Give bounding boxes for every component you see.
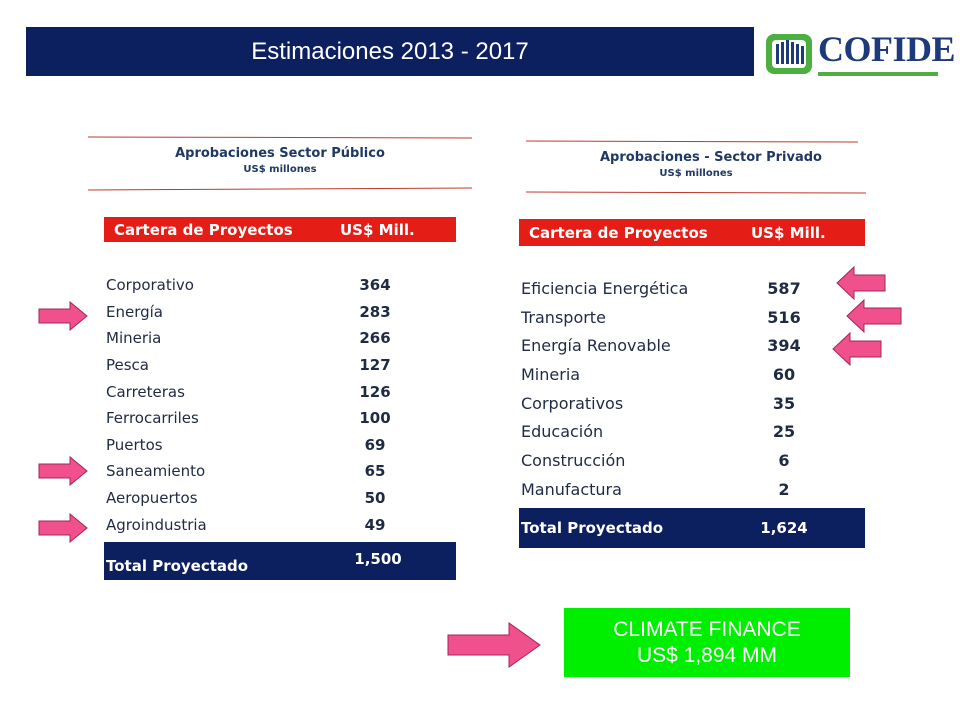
public-row-label: Puertos — [106, 435, 163, 454]
private-row-label: Energía Renovable — [521, 336, 671, 356]
cofide-logo: COFIDE — [764, 26, 956, 82]
public-row-value: 126 — [359, 382, 391, 401]
private-row-value: 60 — [772, 364, 796, 384]
private-row-label: Manufactura — [521, 479, 622, 499]
private-total-label: Total Proyectado — [521, 518, 664, 537]
public-table-row: Ferrocarriles 100 — [104, 405, 456, 432]
private-row-value: 25 — [772, 422, 796, 442]
private-heading-title: Aprobaciones - Sector Privado — [600, 150, 822, 165]
public-table-row: Saneamiento 65 — [104, 458, 456, 485]
public-row-value: 69 — [364, 435, 386, 454]
public-table-header: Cartera de Proyectos US$ Mill. — [104, 217, 456, 242]
public-total-value: 1,500 — [354, 549, 402, 568]
public-col-project: Cartera de Proyectos — [114, 220, 293, 239]
private-table-row: Transporte 516 — [519, 303, 865, 332]
private-table-row: Manufactura 2 — [519, 475, 865, 504]
arrow-right-icon — [38, 301, 88, 331]
private-table-row: Construcción 6 — [519, 446, 865, 475]
public-row-label: Carreteras — [106, 382, 185, 401]
public-table-row: Energía 283 — [104, 299, 456, 326]
private-row-label: Mineria — [521, 364, 581, 384]
private-row-value: 394 — [767, 336, 801, 356]
private-table-row: Educación 25 — [519, 417, 865, 446]
public-total-row: Total Proyectado 1,500 — [104, 541, 456, 580]
private-table-row: Mineria 60 — [519, 360, 865, 389]
public-row-label: Corporativo — [106, 276, 194, 295]
public-table-row: Puertos 69 — [104, 432, 456, 459]
public-table: Cartera de Proyectos US$ Mill. Corporati… — [104, 217, 456, 580]
private-row-label: Eficiencia Energética — [521, 278, 689, 298]
public-row-value: 283 — [359, 302, 391, 321]
public-table-row: Mineria 266 — [104, 325, 456, 352]
public-total-label: Total Proyectado — [106, 556, 249, 575]
private-table-row: Eficiencia Energética 587 — [519, 274, 865, 303]
public-table-row: Agroindustria 49 — [104, 511, 456, 538]
arrow-left-icon — [832, 332, 882, 366]
public-table-row: Corporativo 364 — [104, 272, 456, 299]
arrow-right-icon — [38, 513, 88, 543]
climate-finance-title: CLIMATE FINANCE — [613, 617, 801, 641]
public-row-value: 127 — [359, 356, 391, 375]
private-row-label: Transporte — [521, 307, 606, 327]
public-table-row: Carreteras 126 — [104, 378, 456, 405]
private-heading-units: US$ millones — [659, 168, 733, 179]
cofide-logo-underline — [818, 72, 938, 76]
public-row-value: 50 — [364, 489, 386, 508]
public-row-value: 364 — [359, 276, 391, 295]
private-total-value: 1,624 — [760, 518, 808, 537]
public-row-value: 266 — [359, 329, 391, 348]
public-heading-units: US$ millones — [243, 164, 317, 175]
public-heading: Aprobaciones Sector Público US$ millones — [88, 146, 472, 175]
public-row-label: Ferrocarriles — [106, 409, 199, 428]
private-row-value: 35 — [772, 393, 796, 413]
arrow-right-large-icon — [447, 622, 541, 668]
private-table-row: Corporativos 35 — [519, 389, 865, 418]
private-col-project: Cartera de Proyectos — [529, 223, 708, 242]
private-row-label: Construcción — [521, 450, 626, 470]
private-col-value: US$ Mill. — [751, 223, 826, 242]
private-table: Cartera de Proyectos US$ Mill. Eficienci… — [519, 219, 865, 548]
public-row-value: 65 — [364, 462, 386, 481]
public-row-value: 100 — [359, 409, 391, 428]
climate-finance-box: CLIMATE FINANCE US$ 1,894 MM — [564, 608, 850, 677]
slide-title: Estimaciones 2013 - 2017 — [26, 27, 754, 76]
public-row-label: Saneamiento — [106, 462, 206, 481]
public-table-row: Pesca 127 — [104, 352, 456, 379]
public-row-label: Mineria — [106, 329, 162, 348]
private-table-row: Energía Renovable 394 — [519, 331, 865, 360]
arrow-right-icon — [38, 456, 88, 486]
private-row-value: 516 — [767, 307, 801, 327]
public-heading-title: Aprobaciones Sector Público — [175, 146, 385, 161]
private-row-value: 587 — [767, 278, 801, 298]
public-row-label: Energía — [106, 302, 163, 321]
public-row-label: Pesca — [106, 356, 149, 375]
cofide-logo-icon — [766, 34, 812, 74]
private-row-value: 6 — [778, 450, 790, 470]
public-row-label: Agroindustria — [106, 515, 207, 534]
climate-finance-amount: US$ 1,894 MM — [636, 643, 778, 667]
private-heading: Aprobaciones - Sector Privado US$ millon… — [526, 150, 866, 179]
arrow-left-icon — [846, 299, 902, 333]
private-row-value: 2 — [778, 479, 790, 499]
private-row-label: Corporativos — [521, 393, 624, 413]
private-total-row: Total Proyectado 1,624 — [519, 507, 865, 548]
public-col-value: US$ Mill. — [340, 220, 415, 239]
private-row-label: Educación — [521, 422, 604, 442]
arrow-left-icon — [836, 266, 886, 300]
private-table-header: Cartera de Proyectos US$ Mill. — [519, 219, 865, 246]
public-row-label: Aeropuertos — [106, 489, 198, 508]
public-table-row: Aeropuertos 50 — [104, 485, 456, 512]
cofide-logo-text: COFIDE — [818, 29, 956, 69]
public-row-value: 49 — [364, 515, 386, 534]
